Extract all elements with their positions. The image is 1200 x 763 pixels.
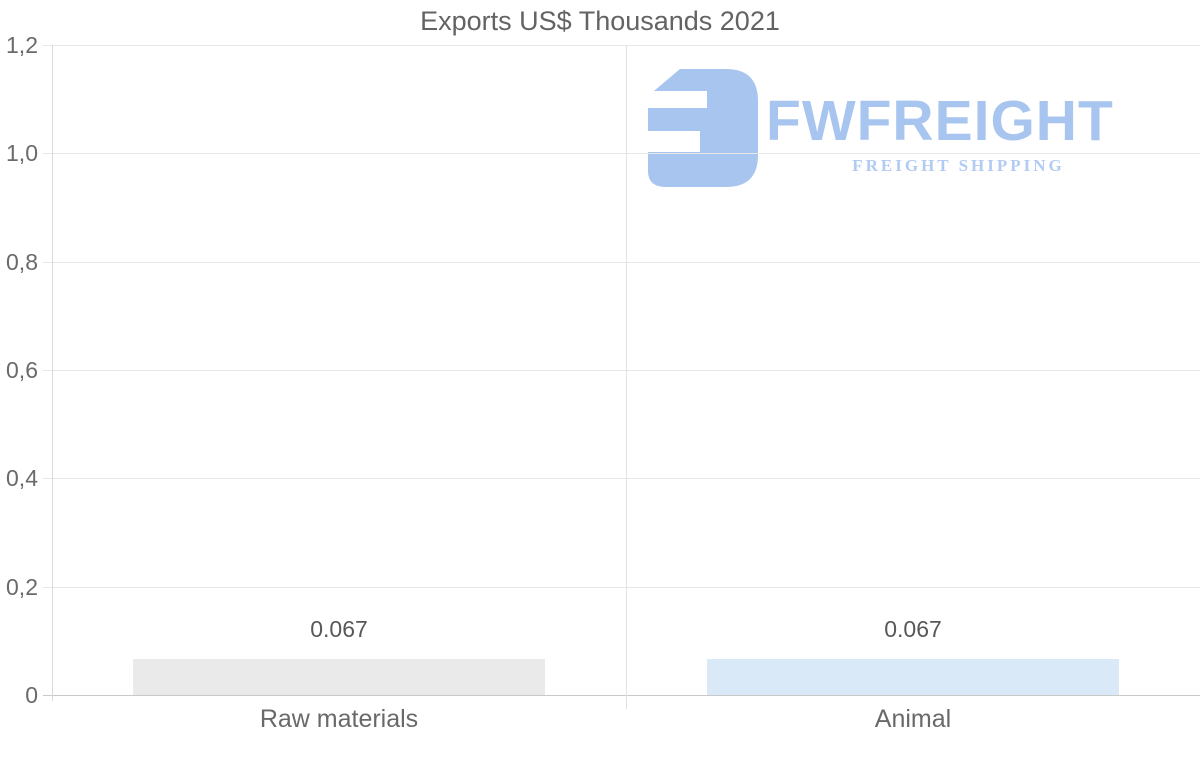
fwfreight-mark-icon	[648, 69, 758, 187]
gridline	[43, 153, 1200, 154]
bar-raw-materials	[133, 659, 545, 695]
x-category-label: Animal	[874, 705, 952, 733]
bar-animal	[707, 659, 1119, 695]
logo-wordmark: FWFREIGHT	[766, 89, 1114, 153]
gridline	[43, 262, 1200, 263]
y-tick-label: 0,8	[6, 249, 38, 275]
gridline	[43, 370, 1200, 371]
y-tick-label: 1,2	[6, 32, 38, 58]
chart-title: Exports US$ Thousands 2021	[420, 6, 780, 36]
y-tick-label: 0,2	[6, 574, 38, 600]
y-tick-label: 0,4	[6, 465, 38, 491]
x-category-label: Raw materials	[259, 705, 419, 733]
bar-value-label: 0.067	[310, 616, 368, 642]
gridline	[43, 587, 1200, 588]
bar-value-label: 0.067	[884, 616, 942, 642]
gridline	[43, 695, 1200, 696]
gridline	[43, 45, 1200, 46]
logo-tagline: FREIGHT SHIPPING	[852, 156, 1065, 175]
category-separator	[626, 45, 627, 709]
gridline	[43, 478, 1200, 479]
y-axis-line	[52, 45, 53, 701]
y-tick-label: 1,0	[6, 140, 38, 166]
y-tick-label: 0,6	[6, 357, 38, 383]
y-tick-label: 0	[25, 682, 38, 708]
